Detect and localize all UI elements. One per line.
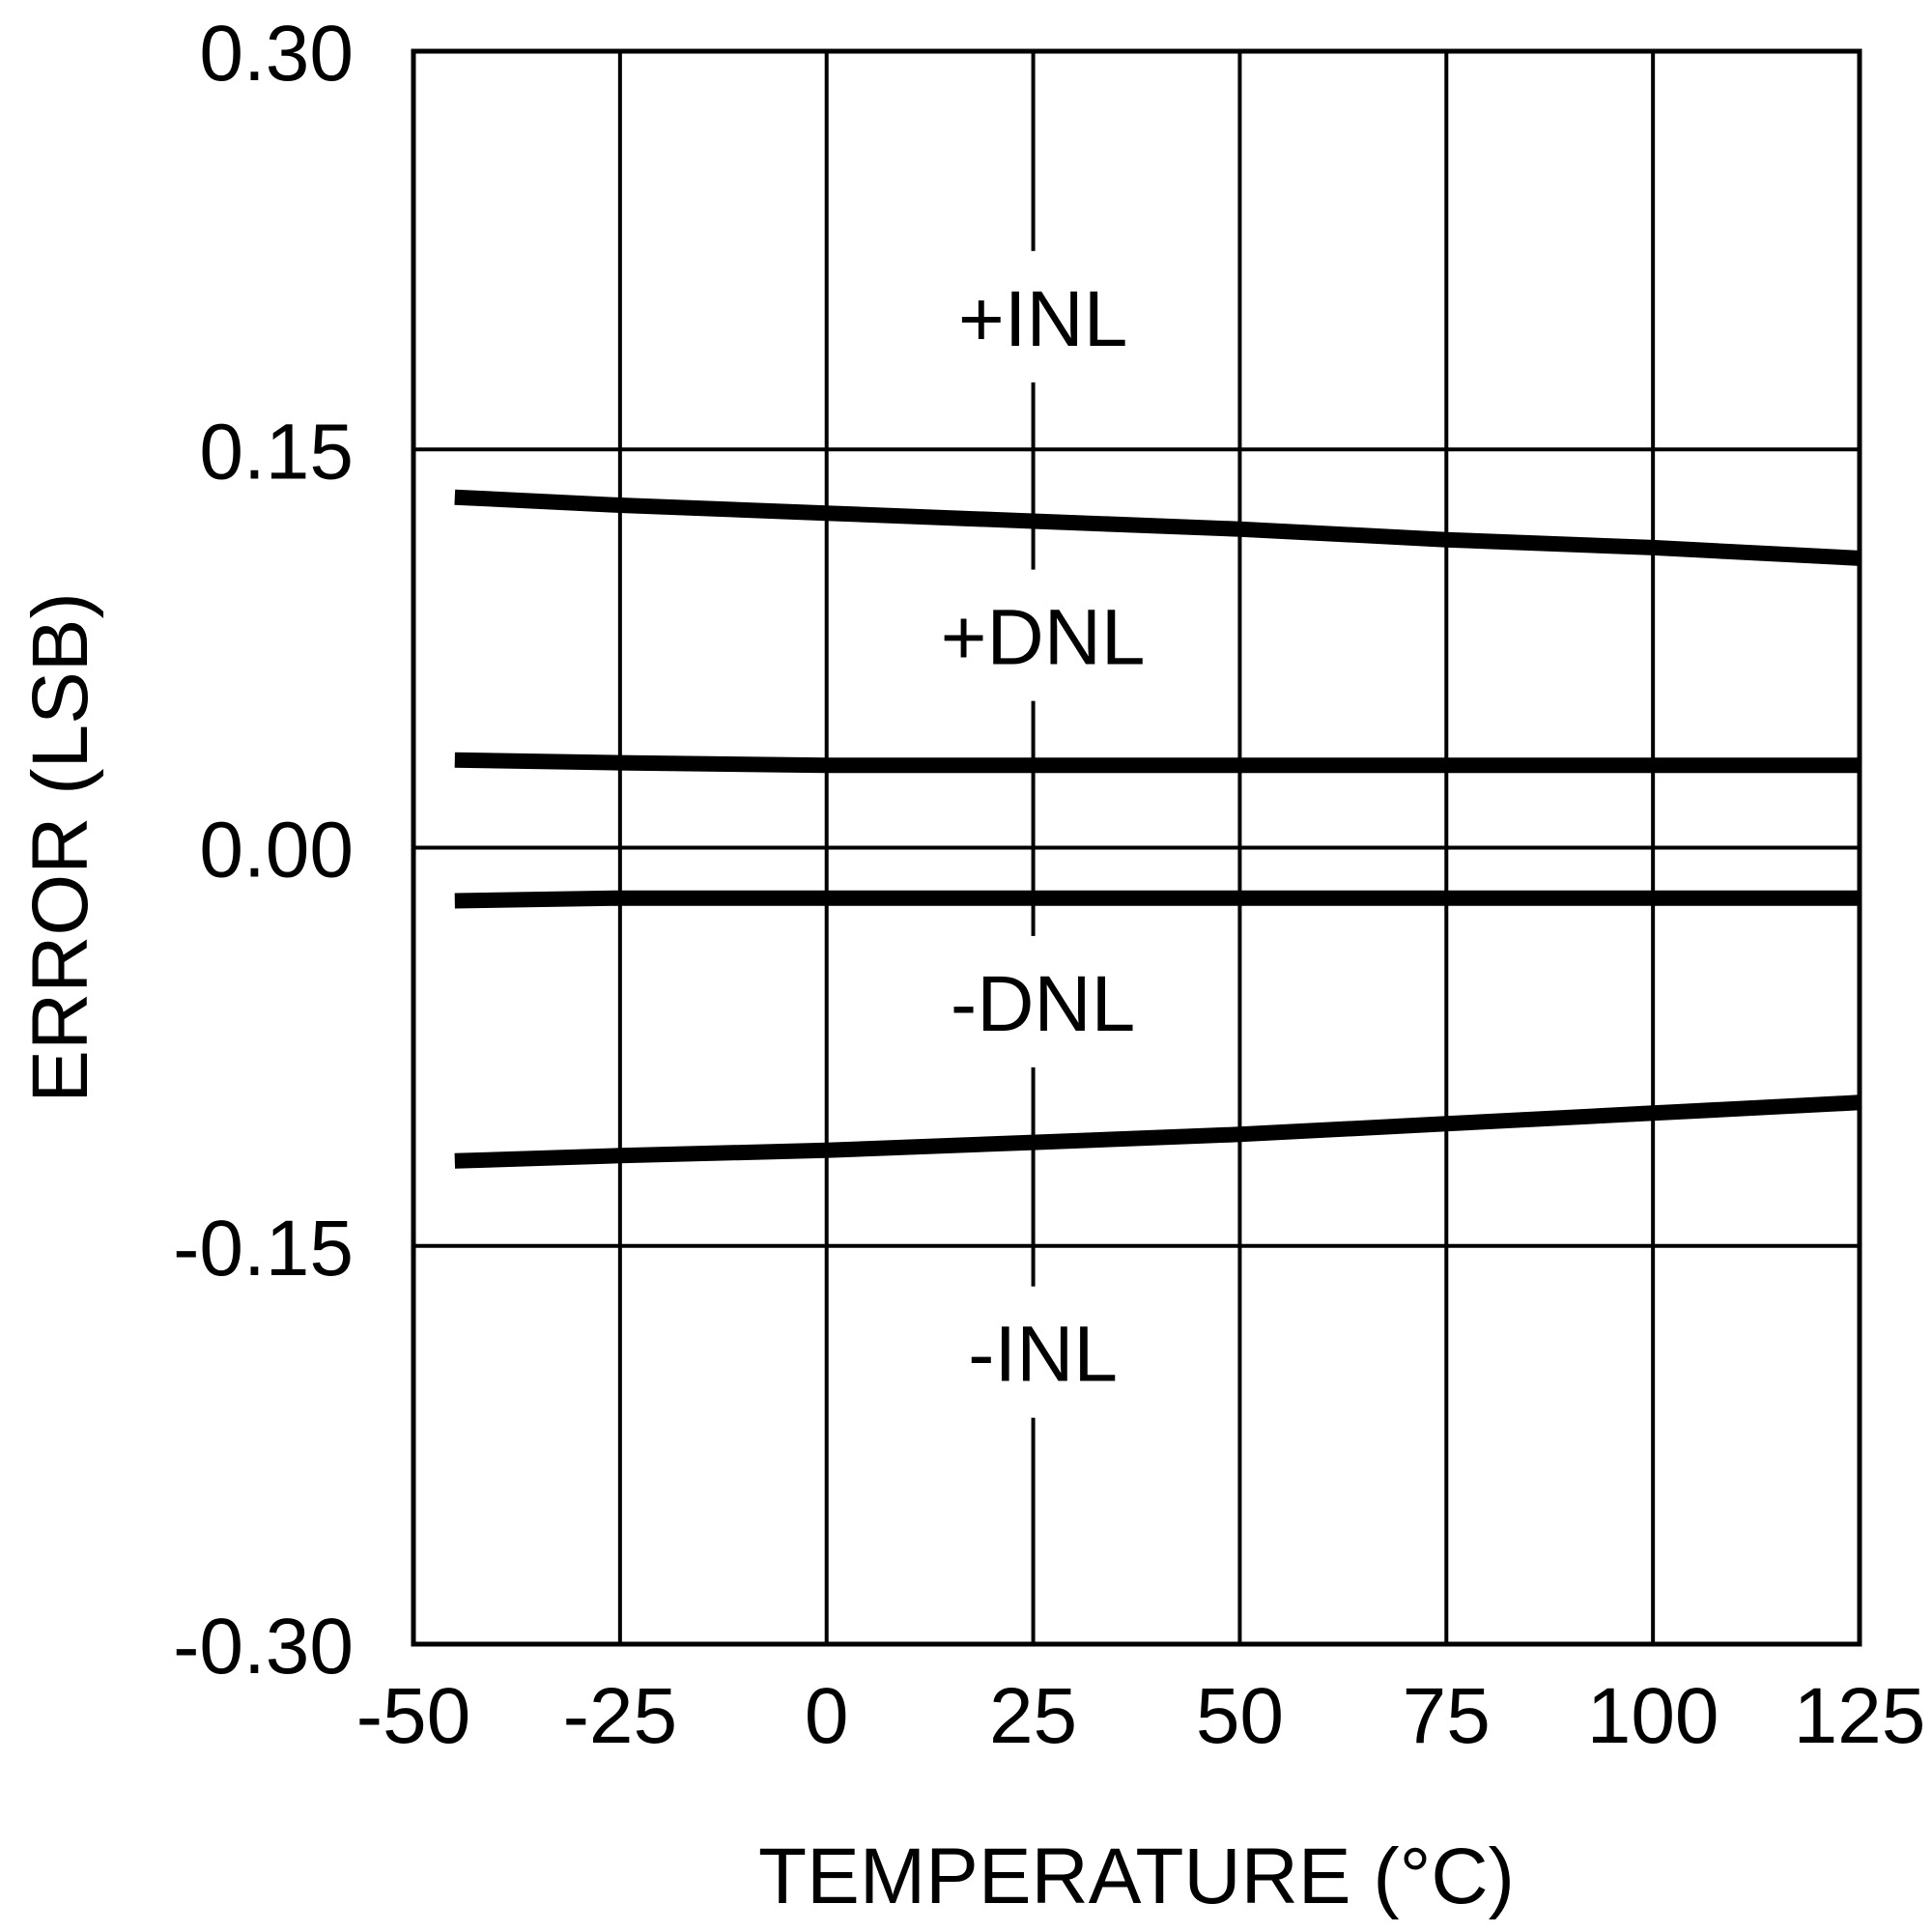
plot-frame xyxy=(411,48,1862,1647)
x-tick-labels: -50 -25 0 25 50 75 100 125 xyxy=(356,1672,1926,1760)
x-tick-label: 25 xyxy=(989,1672,1077,1760)
series-layer xyxy=(454,489,1861,1169)
series-label: -DNL xyxy=(951,960,1135,1048)
series-label: +DNL xyxy=(941,594,1146,682)
series-label-backing xyxy=(917,569,1150,701)
annotation-layer: +INL +DNL -DNL -INL xyxy=(917,250,1150,1418)
x-tick-label: 75 xyxy=(1403,1672,1491,1760)
x-tick-label: 125 xyxy=(1794,1672,1926,1760)
y-tick-label: 0.00 xyxy=(199,807,354,895)
series-label: +INL xyxy=(958,275,1128,363)
x-tick-label: -25 xyxy=(563,1672,678,1760)
y-tick-labels: 0.30 0.15 0.00 -0.15 -0.30 xyxy=(173,10,354,1690)
x-tick-label: 50 xyxy=(1196,1672,1284,1760)
series-label-backing xyxy=(917,935,1150,1067)
x-tick-label: 100 xyxy=(1587,1672,1719,1760)
series-line xyxy=(454,890,1860,909)
y-tick-label: 0.30 xyxy=(199,10,354,98)
x-tick-label: 0 xyxy=(805,1672,849,1760)
x-tick-label: -50 xyxy=(356,1672,471,1760)
series-label-backing xyxy=(917,250,1150,383)
y-axis-title: ERROR (LSB) xyxy=(16,592,104,1103)
y-tick-label: -0.15 xyxy=(173,1205,354,1293)
y-tick-label: 0.15 xyxy=(199,408,354,496)
series-line xyxy=(454,489,1861,566)
series-label: -INL xyxy=(968,1311,1118,1399)
series-line xyxy=(454,752,1860,774)
series-label-backing xyxy=(917,1286,1150,1418)
y-tick-label: -0.30 xyxy=(173,1603,354,1690)
x-axis-title: TEMPERATURE (°C) xyxy=(758,1833,1515,1920)
series-line xyxy=(454,1094,1861,1169)
